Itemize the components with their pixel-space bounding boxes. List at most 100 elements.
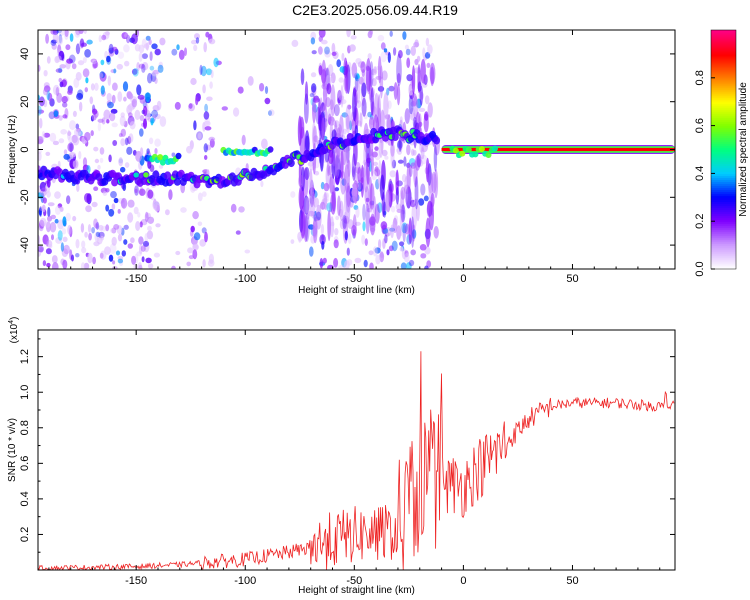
spectrogram-cell xyxy=(180,207,187,213)
spectrogram-cell xyxy=(98,224,104,231)
spectrogram-cell xyxy=(203,120,211,127)
spectrogram-cell xyxy=(400,204,406,223)
spectrogram-cell xyxy=(127,199,135,208)
spectrogram-cell xyxy=(147,263,154,269)
spectrogram-cell xyxy=(149,51,153,61)
spectrogram-cell xyxy=(97,118,104,123)
spectrogram-cell xyxy=(123,224,129,230)
spectrogram-cell xyxy=(429,62,436,85)
spectrogram-cell xyxy=(396,148,401,153)
spectrogram-cell xyxy=(43,70,48,77)
spectrogram-cell xyxy=(155,223,161,228)
chart-title: C2E3.2025.056.09.44.R19 xyxy=(292,2,458,18)
spectrogram-cell xyxy=(195,96,199,106)
spectrogram-cell xyxy=(94,231,100,243)
spectrogram-cell xyxy=(358,76,364,85)
spectrogram-cell xyxy=(108,43,114,55)
colorbar-swatch xyxy=(711,211,736,214)
spectrogram-cell xyxy=(322,193,329,202)
colorbar-swatch xyxy=(711,203,736,206)
spectrogram-cell xyxy=(69,54,76,64)
spectrogram-cell xyxy=(67,89,73,95)
spectrogram-cell xyxy=(343,76,349,92)
spectrogram-cell xyxy=(329,216,335,238)
spectrogram-cell xyxy=(391,133,399,141)
spectrogram-cell xyxy=(138,188,146,196)
colorbar-swatch xyxy=(711,129,736,133)
spectrogram-cell xyxy=(352,214,357,239)
spectrogram-cell xyxy=(72,110,77,117)
spectrogram-cell xyxy=(345,142,350,164)
spectrogram-cell xyxy=(50,214,56,220)
spectrogram-cell xyxy=(208,136,216,142)
colorbar-swatch xyxy=(711,225,736,228)
spectrogram-cell xyxy=(307,210,315,217)
spectrogram-cell xyxy=(57,230,63,241)
colorbar-swatch xyxy=(711,235,736,238)
spectrogram-cell xyxy=(144,92,151,101)
spectrogram-cell xyxy=(118,157,124,167)
spectrogram-ytick-label: 40 xyxy=(19,48,31,60)
spectrogram-cell xyxy=(71,63,77,70)
spectrogram-cell xyxy=(311,121,316,149)
spectrogram-cell xyxy=(142,105,148,117)
spectrogram-cell xyxy=(56,92,63,104)
spectrogram-cell xyxy=(178,49,185,61)
colorbar-swatch xyxy=(711,263,736,266)
colorbar-frame xyxy=(710,29,737,270)
spectrogram-cell xyxy=(152,170,160,179)
spectrogram-cell xyxy=(204,126,212,131)
spectrogram-cell xyxy=(492,145,498,152)
spectrogram-cell xyxy=(414,176,419,210)
spectrogram-cell xyxy=(120,197,128,209)
spectrogram-cell xyxy=(206,96,213,102)
spectrogram-cell xyxy=(131,33,138,45)
spectrogram-cell xyxy=(322,197,329,203)
spectrogram-cell xyxy=(311,83,317,93)
snr-frame xyxy=(37,329,676,571)
spectrogram-cell xyxy=(53,110,59,117)
colorbar-swatch xyxy=(711,175,736,178)
spectrogram-cell xyxy=(134,109,141,120)
spectrogram-cell xyxy=(192,249,198,260)
spectrogram-cell xyxy=(78,30,84,34)
spectrogram-ytick-label: -40 xyxy=(19,237,31,253)
spectrogram-cell xyxy=(138,52,143,62)
spectrogram-cell xyxy=(131,98,138,108)
spectrogram-cell xyxy=(406,57,411,69)
spectrogram-cell xyxy=(91,201,98,208)
spectrogram-cell xyxy=(377,34,385,42)
spectrogram-cell xyxy=(79,101,83,112)
spectrogram-cell xyxy=(397,159,404,164)
spectrogram-cell xyxy=(50,39,57,46)
spectrogram-cell xyxy=(378,239,382,250)
spectrogram-cell xyxy=(84,193,91,203)
spectrogram-cell xyxy=(75,253,80,258)
spectrogram-cell xyxy=(213,57,219,68)
spectrogram-cell xyxy=(431,171,437,194)
spectrogram-cell xyxy=(63,153,71,160)
spectrogram-cell xyxy=(330,84,336,117)
spectrogram-cell xyxy=(346,114,350,130)
spectrogram-cell xyxy=(420,58,426,84)
spectrogram-cell xyxy=(102,31,110,40)
colorbar-swatch xyxy=(711,113,736,117)
spectrogram-cell xyxy=(84,87,89,93)
spectrogram-cell xyxy=(98,34,103,43)
spectrogram-cell xyxy=(195,37,200,44)
spectrogram-cell xyxy=(201,191,207,198)
spectrogram-cell xyxy=(69,120,76,131)
spectrogram-cell xyxy=(75,30,81,36)
spectrogram-cell xyxy=(193,44,198,52)
colorbar-swatch xyxy=(711,265,736,268)
spectrogram-cell xyxy=(452,147,459,154)
spectrogram-cell xyxy=(397,140,403,150)
spectrogram-cell xyxy=(339,200,344,221)
spectrogram-cell xyxy=(339,219,345,230)
spectrogram-cell xyxy=(416,55,421,62)
spectrogram-cell xyxy=(330,191,337,215)
spectrogram-cell xyxy=(67,129,71,141)
spectrogram-cell xyxy=(205,31,210,38)
spectrogram-cell xyxy=(333,257,339,268)
